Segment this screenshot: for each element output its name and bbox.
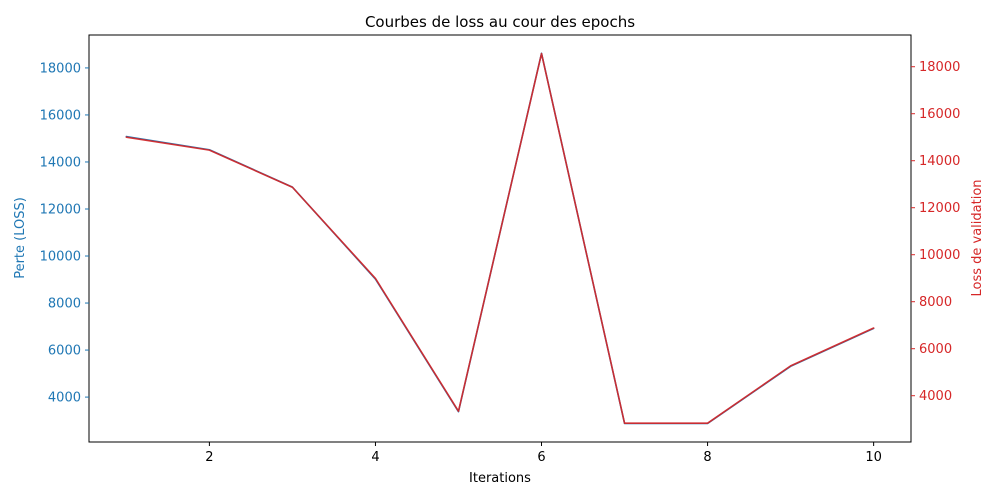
left-y-tick-label: 12000	[40, 202, 81, 217]
right-y-tick-label: 8000	[919, 295, 952, 310]
validation-loss-line	[125, 52, 875, 425]
right-y-tick-label: 4000	[919, 389, 952, 404]
left-y-tick-label: 4000	[48, 391, 81, 406]
left-y-tick-label: 6000	[48, 344, 81, 359]
left-y-axis-label: Perte (LOSS)	[13, 197, 28, 279]
x-tick-label: 8	[703, 450, 711, 465]
left-y-tick-label: 18000	[40, 61, 81, 76]
plot-frame	[88, 34, 912, 443]
x-tick-label: 2	[205, 450, 213, 465]
chart-title: Courbes de loss au cour des epochs	[365, 13, 635, 31]
right-y-axis: 4000 6000 8000 10000 12000 14000 16000 18000	[911, 60, 960, 404]
right-y-tick-label: 18000	[919, 60, 960, 75]
left-y-tick-label: 14000	[40, 155, 81, 170]
right-y-tick-label: 6000	[919, 342, 952, 357]
x-tick-label: 6	[537, 450, 545, 465]
x-tick-label: 4	[371, 450, 379, 465]
x-tick-label: 10	[865, 450, 882, 465]
plot-area	[125, 52, 875, 425]
left-y-tick-label: 16000	[40, 108, 81, 123]
right-y-axis-label: Loss de validation	[970, 179, 985, 296]
right-y-tick-label: 12000	[919, 201, 960, 216]
right-y-tick-label: 16000	[919, 107, 960, 122]
right-y-tick-label: 10000	[919, 248, 960, 263]
right-y-tick-label: 14000	[919, 154, 960, 169]
left-y-tick-label: 8000	[48, 297, 81, 312]
left-y-axis: 4000 6000 8000 10000 12000 14000 16000 18000	[40, 61, 89, 406]
left-y-tick-label: 10000	[40, 250, 81, 265]
x-axis-label: Iterations	[469, 471, 531, 486]
x-axis: 2 4 6 8 10	[205, 442, 882, 465]
